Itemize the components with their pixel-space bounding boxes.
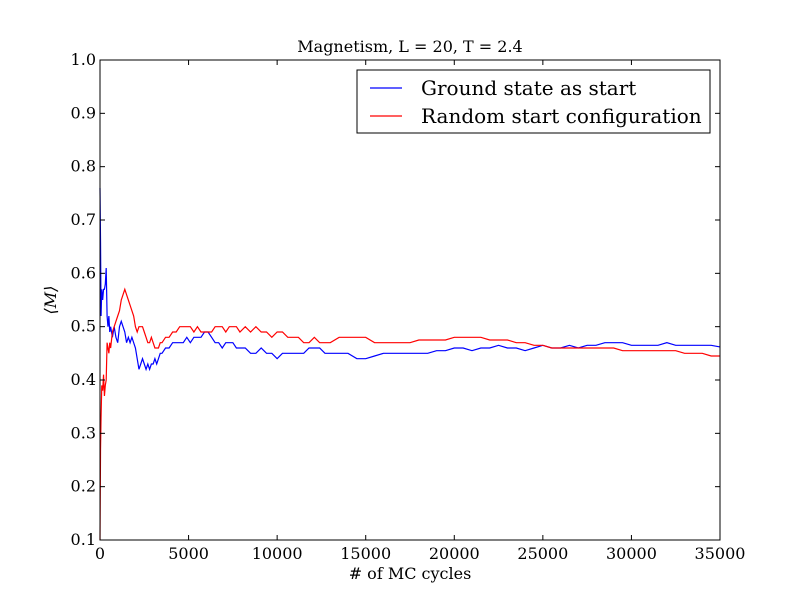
y-tick-label: 0.2 xyxy=(71,477,96,496)
legend-box xyxy=(356,69,711,134)
x-axis-label: # of MC cycles xyxy=(349,564,472,583)
legend: Ground state as start Random start config… xyxy=(356,69,711,134)
x-tick-label: 10000 xyxy=(252,544,303,563)
plot-frame xyxy=(99,59,721,541)
y-tick-label: 0.4 xyxy=(71,370,96,389)
y-tick-label: 1.0 xyxy=(71,50,96,69)
x-tick-label: 0 xyxy=(95,544,105,563)
x-tick-label: 25000 xyxy=(517,544,568,563)
legend-label-0: Ground state as start xyxy=(421,76,636,100)
series-line-0 xyxy=(99,187,721,372)
y-tick-label: 0.7 xyxy=(71,210,96,229)
y-tick-label: 0.5 xyxy=(71,317,96,336)
ticks-layer: 0 5000 10000 15000 20000 25000 30000 35000 0.1 0.… xyxy=(71,50,746,563)
x-tick-label: 30000 xyxy=(606,544,657,563)
legend-items: Ground state as start Random start config… xyxy=(370,76,702,128)
y-tick-label: 0.6 xyxy=(71,263,96,282)
series-layer xyxy=(99,187,721,541)
legend-label-1: Random start configuration xyxy=(421,104,702,128)
x-tick-label: 15000 xyxy=(340,544,391,563)
series-line-1 xyxy=(99,287,720,541)
chart-title: Magnetism, L = 20, T = 2.4 xyxy=(297,37,522,56)
x-tick-label: 5000 xyxy=(168,544,209,563)
y-tick-label: 0.3 xyxy=(71,423,96,442)
y-tick-label: 0.1 xyxy=(71,530,96,549)
x-tick-label: 20000 xyxy=(429,544,480,563)
y-axis-label: ⟨M⟩ xyxy=(41,286,60,315)
y-tick-label: 0.9 xyxy=(71,103,96,122)
x-tick-label: 35000 xyxy=(695,544,746,563)
y-tick-label: 0.8 xyxy=(71,157,96,176)
